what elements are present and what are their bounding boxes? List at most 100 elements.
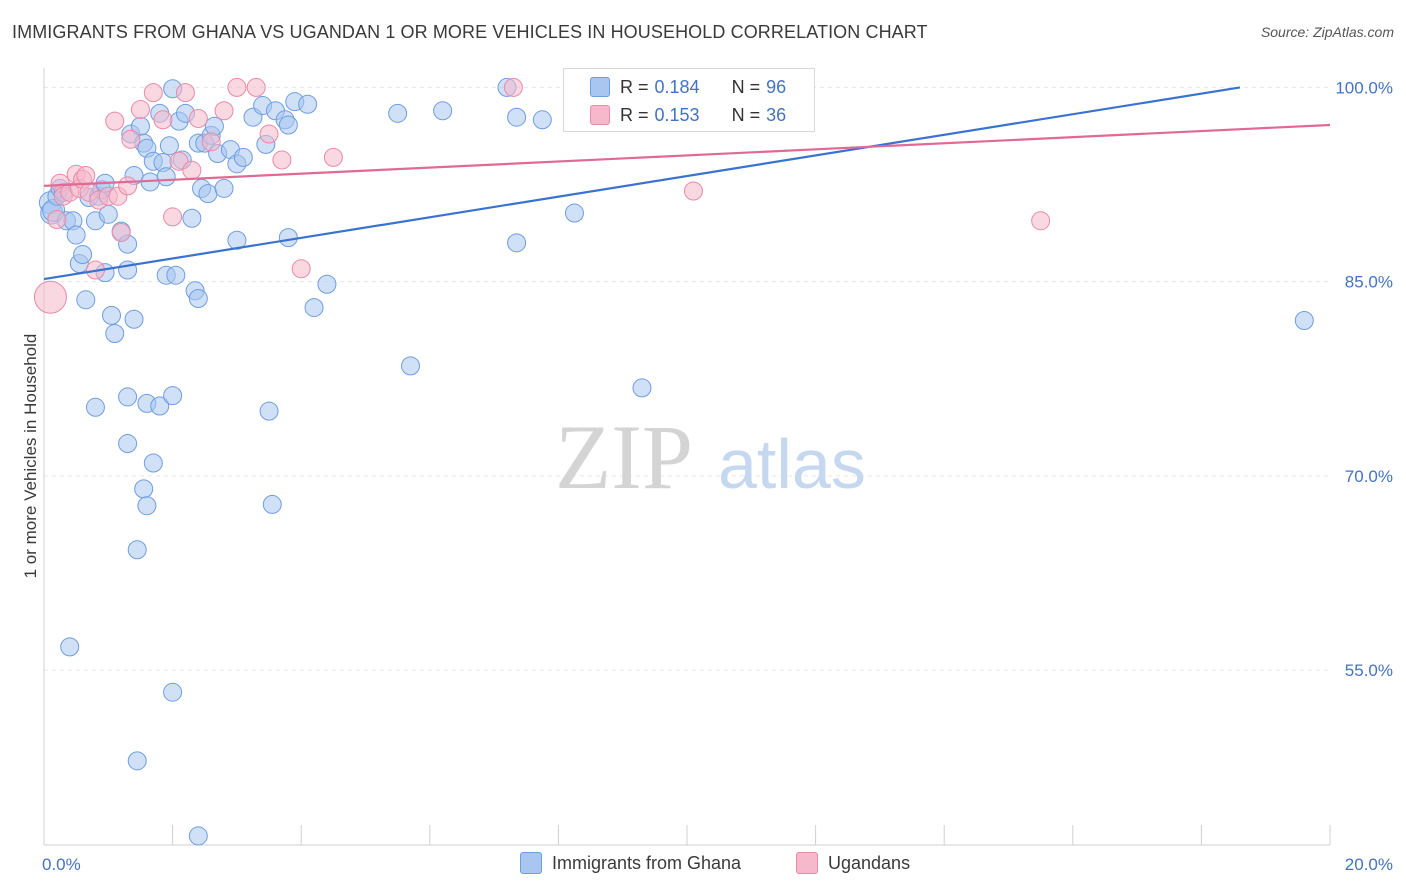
- ugandan-point: [272, 150, 292, 170]
- ghana-point: [298, 94, 318, 114]
- ugandan-point: [175, 83, 195, 103]
- ghana-point: [198, 184, 218, 204]
- series1-n-value: 96: [766, 76, 787, 97]
- series2-swatch: [590, 105, 610, 125]
- ghana-point: [278, 115, 298, 135]
- stats-row-series1: R = 0.184 N = 96: [564, 73, 792, 101]
- watermark-atlas: atlas: [718, 425, 866, 503]
- ugandan-point: [118, 176, 138, 196]
- ghana-point: [163, 386, 183, 406]
- ugandan-point: [246, 77, 266, 97]
- grid-layer: [44, 86, 1330, 671]
- series1-swatch: [590, 77, 610, 97]
- series1-r-value: 0.184: [654, 76, 700, 97]
- ugandan-point: [683, 181, 703, 201]
- ghana-point: [188, 826, 208, 846]
- ugandan-point: [33, 280, 67, 314]
- watermark-zip: ZIP: [555, 406, 693, 508]
- ghana-point: [317, 274, 337, 294]
- y-tick-label: 85.0%: [1345, 273, 1393, 292]
- ghana-point: [127, 540, 147, 560]
- ghana-point: [66, 225, 86, 245]
- legend-item-ghana[interactable]: Immigrants from Ghana: [520, 852, 741, 874]
- ugandan-point: [76, 165, 96, 185]
- stats-row-series2: R = 0.153 N = 36: [564, 101, 792, 129]
- ugandan-point: [214, 101, 234, 121]
- ugandan-point: [1031, 211, 1051, 231]
- ghana-point: [156, 167, 176, 187]
- ugandan-point: [143, 83, 163, 103]
- ugandan-point: [291, 259, 311, 279]
- ghana-point: [204, 116, 224, 136]
- ugandan-point: [259, 124, 279, 144]
- ghana-point: [182, 208, 202, 228]
- legend-swatch-ghana: [520, 852, 542, 874]
- ugandan-point: [201, 132, 221, 152]
- ugandan-point: [188, 109, 208, 129]
- ghana-point: [214, 178, 234, 198]
- ghana-point: [507, 107, 527, 127]
- ugandan-point: [121, 129, 141, 149]
- r-label: R =: [620, 76, 649, 97]
- ghana-point: [262, 494, 282, 514]
- series2-n-value: 36: [766, 104, 787, 125]
- ghana-point: [532, 110, 552, 130]
- ugandan-point: [105, 111, 125, 131]
- ghana-point: [159, 136, 179, 156]
- ghana-point: [564, 203, 584, 223]
- ghana-point: [118, 387, 138, 407]
- n-label: N =: [731, 104, 761, 125]
- y-tick-label: 55.0%: [1345, 661, 1393, 680]
- ghana-point: [124, 309, 144, 329]
- ghana-point: [259, 401, 279, 421]
- ghana-point: [278, 228, 298, 248]
- ghana-point: [388, 103, 408, 123]
- ghana-point: [233, 147, 253, 167]
- legend-label-ghana: Immigrants from Ghana: [552, 852, 742, 873]
- ghana-point: [1294, 311, 1314, 331]
- ugandan-point: [227, 77, 247, 97]
- ugandan-point: [111, 222, 131, 242]
- ghana-point: [105, 323, 125, 343]
- trend-layer: [43, 86, 1331, 281]
- points-layer: [33, 77, 1314, 846]
- legend-item-ugandans[interactable]: Ugandans: [796, 852, 910, 874]
- chart-title: IMMIGRANTS FROM GHANA VS UGANDAN 1 OR MO…: [12, 22, 928, 42]
- ghana-point: [433, 101, 453, 121]
- ghana-point: [118, 434, 138, 454]
- ugandan-point: [182, 160, 202, 180]
- ghana-point: [163, 682, 183, 702]
- n-label: N =: [731, 76, 761, 97]
- r-label: R =: [620, 104, 649, 125]
- ghana-point: [102, 305, 122, 325]
- legend-swatch-ugandans: [796, 852, 818, 874]
- ghana-point: [73, 244, 93, 264]
- y-tick-label: 100.0%: [1335, 78, 1393, 97]
- ghana-point: [60, 637, 80, 657]
- ghana-point: [137, 496, 157, 516]
- ugandan-point: [503, 77, 523, 97]
- ghana-point: [85, 397, 105, 417]
- ugandan-point: [130, 99, 150, 119]
- bottom-legend: Immigrants from Ghana Ugandans: [0, 852, 1406, 878]
- ghana-trend-line: [43, 86, 1241, 281]
- y-tick-label: 70.0%: [1345, 467, 1393, 486]
- x-tick-label: 20.0%: [1345, 855, 1393, 874]
- ghana-point: [134, 479, 154, 499]
- ugandan-point: [323, 147, 343, 167]
- stats-legend: R = 0.184 N = 96 R = 0.153 N = 36: [563, 68, 815, 132]
- x-tick-label: 0.0%: [42, 855, 81, 874]
- watermark: ZIP atlas: [555, 406, 866, 508]
- source-label: Source: ZipAtlas.com: [1260, 24, 1394, 40]
- ugandan-trend-line: [43, 123, 1331, 187]
- ghana-point: [632, 378, 652, 398]
- ugandan-point: [47, 210, 67, 230]
- y-axis-label: 1 or more Vehicles in Household: [21, 334, 40, 579]
- ghana-point: [166, 265, 186, 285]
- ticks-layer: 100.0% 85.0% 70.0% 55.0% 0.0% 20.0%: [42, 78, 1393, 874]
- ugandan-point: [153, 110, 173, 130]
- ghana-point: [143, 453, 163, 473]
- series2-r-value: 0.153: [654, 104, 700, 125]
- ghana-point: [507, 233, 527, 253]
